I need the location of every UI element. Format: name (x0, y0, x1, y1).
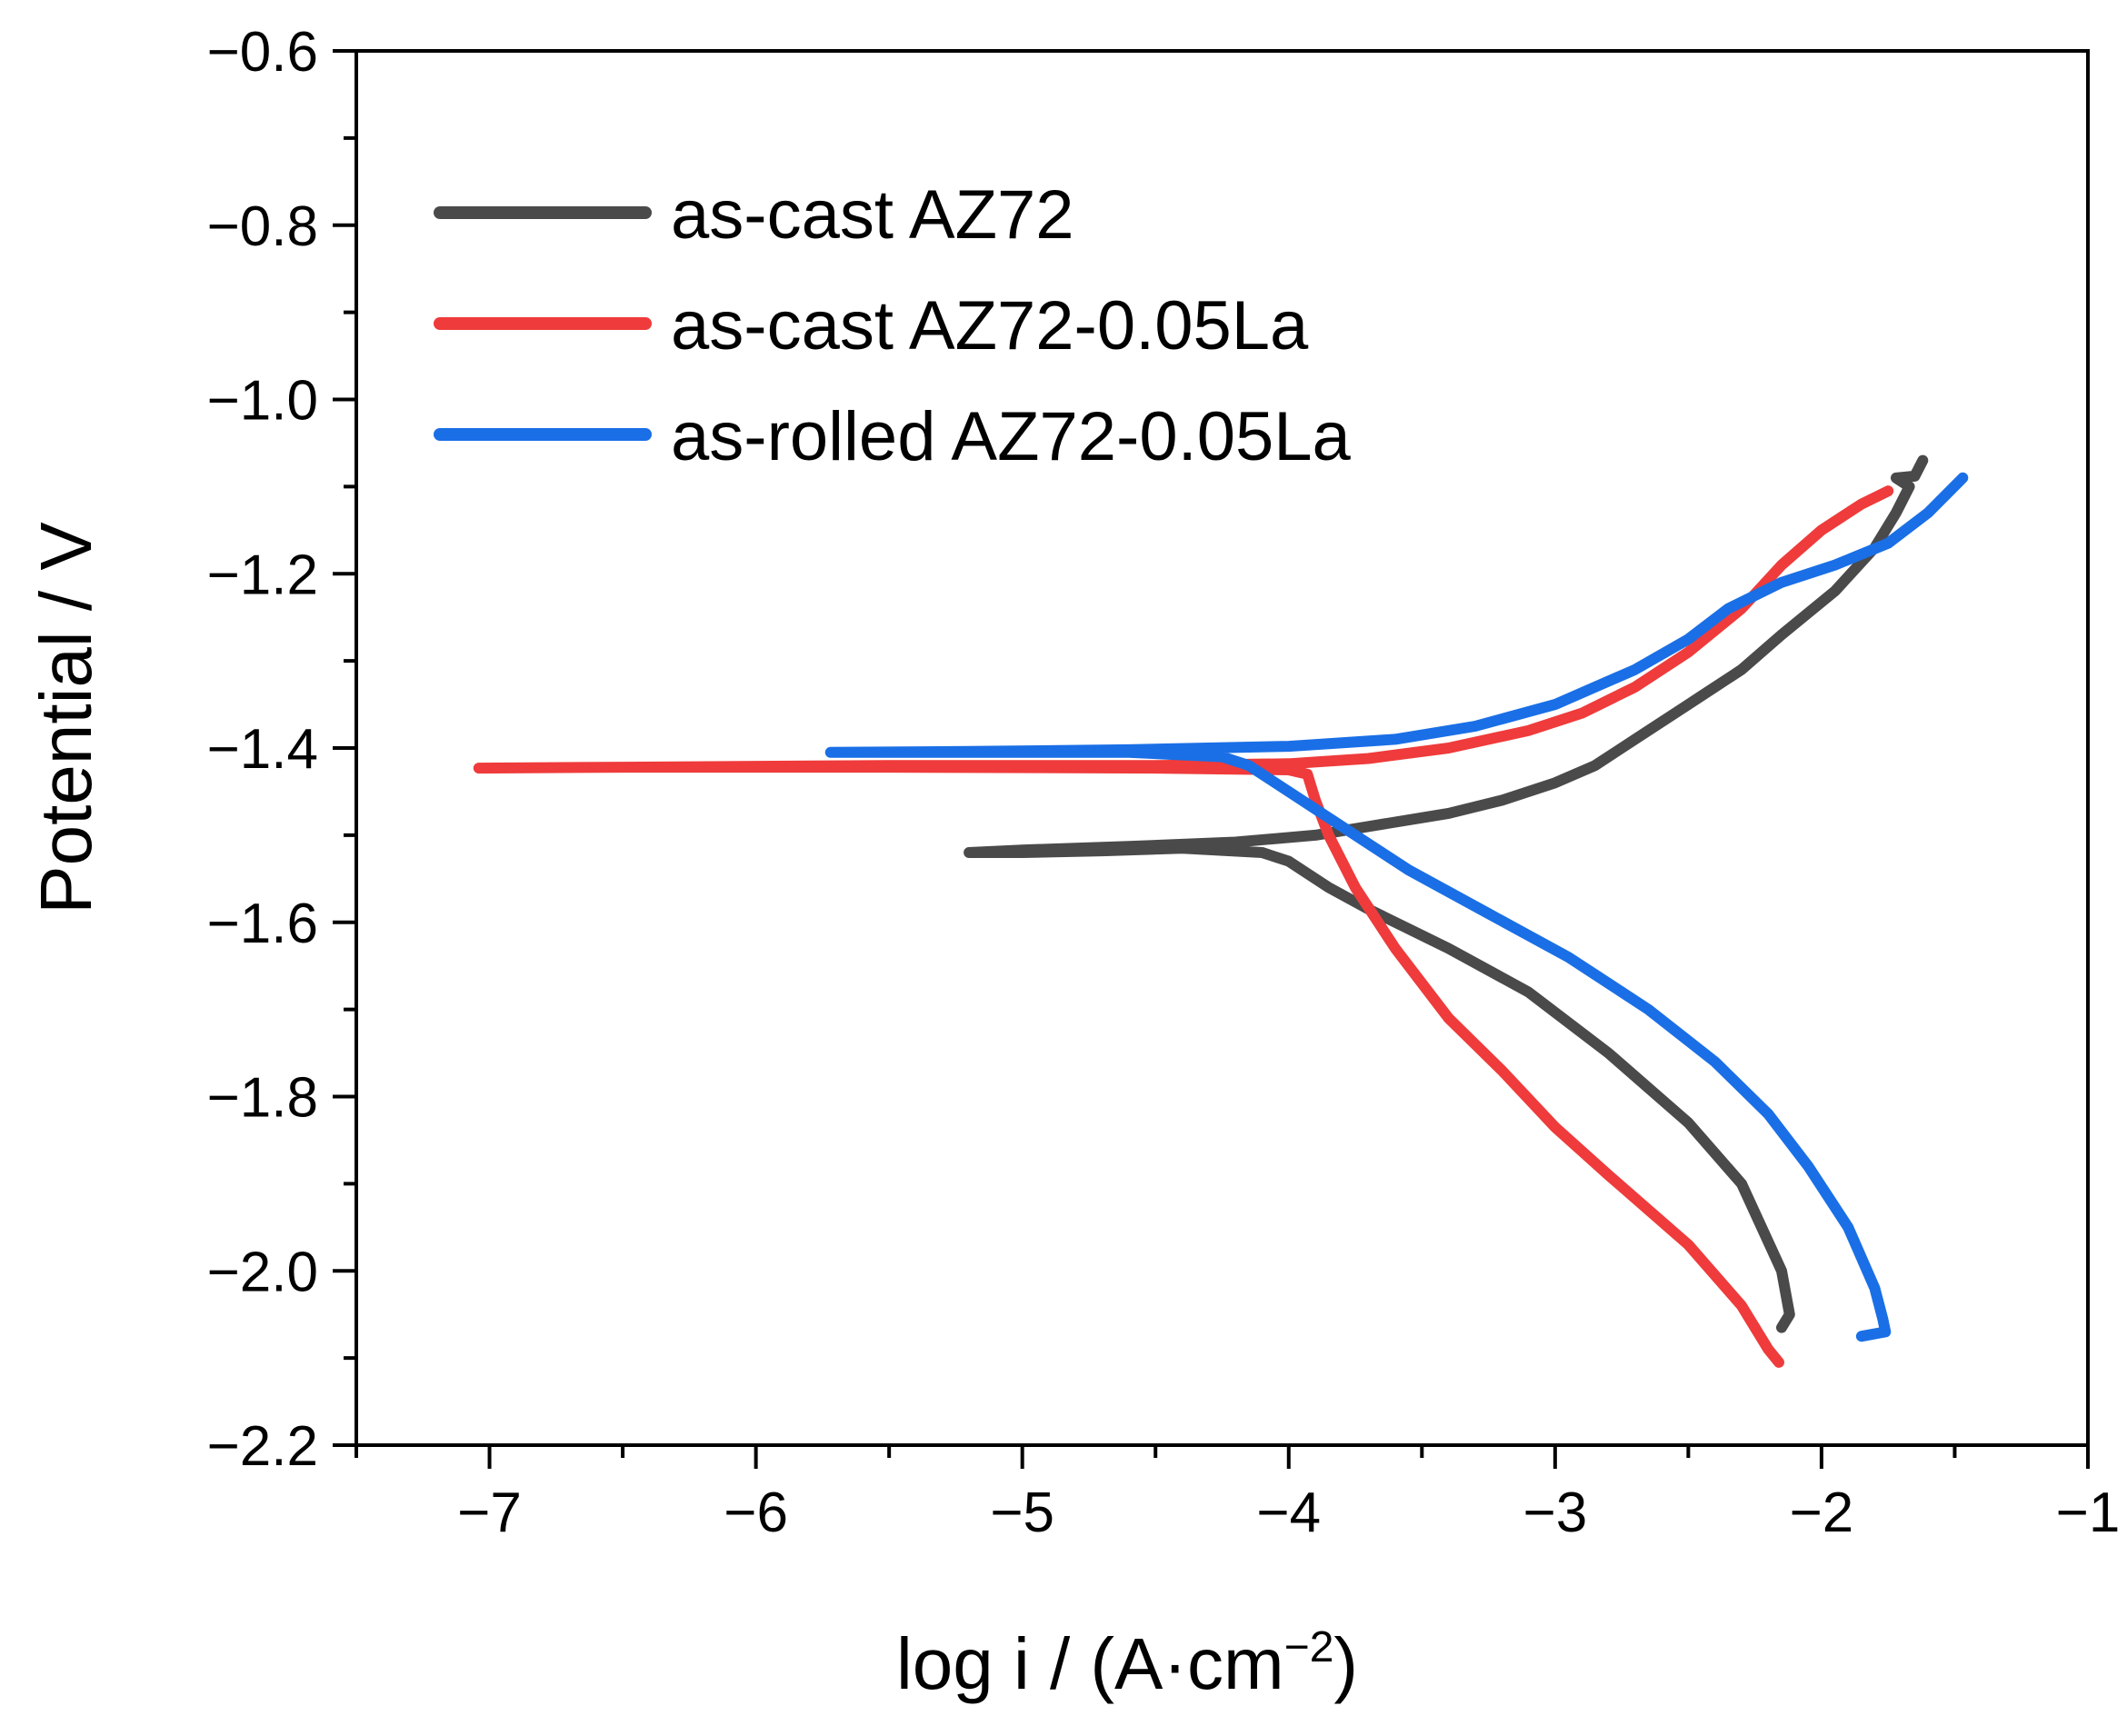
y-tick-label: −1.8 (207, 1067, 318, 1130)
legend-label-3: as-rolled AZ72-0.05La (671, 398, 1352, 475)
x-tick-label: −6 (724, 1482, 788, 1544)
legend: as-cast AZ72 as-cast AZ72-0.05La as-rolled… (434, 176, 1352, 475)
y-tick-label: −1.2 (207, 544, 318, 606)
series-line-3 (824, 472, 1969, 1342)
x-axis-title: log i / (A·cm−2) (896, 1623, 1358, 1704)
series-line-2 (473, 485, 1894, 1368)
y-tick-label: −0.6 (207, 21, 318, 84)
x-tick-label: −2 (1790, 1482, 1854, 1544)
data-series-group (473, 454, 1969, 1368)
x-tick-label: −1 (2056, 1482, 2121, 1544)
legend-label-2: as-cast AZ72-0.05La (671, 287, 1309, 364)
series-line-1 (964, 454, 1929, 1333)
x-axis-ticks: −7 −6 −5 −4 −3 −2 −1 (354, 1445, 2121, 1544)
y-tick-label: −1.0 (207, 370, 318, 433)
x-axis-title-main: log i / (A·cm (896, 1623, 1284, 1704)
x-tick-label: −5 (990, 1482, 1054, 1544)
y-axis-ticks: −0.6 −0.8 −1.0 −1.2 −1.4 −1.6 −1.8 −2.0 −2.2 (207, 21, 356, 1478)
y-tick-label: −1.6 (207, 893, 318, 955)
y-tick-label: −1.4 (207, 718, 318, 781)
x-tick-label: −3 (1523, 1482, 1587, 1544)
y-tick-label: −0.8 (207, 195, 318, 258)
x-axis-title-exponent: −2 (1284, 1623, 1334, 1671)
y-tick-label: −2.0 (207, 1241, 318, 1303)
x-axis-title-close: ) (1333, 1623, 1358, 1704)
legend-label-1: as-cast AZ72 (671, 176, 1074, 254)
x-tick-label: −7 (457, 1482, 522, 1544)
y-axis-title: Potential / V (25, 522, 106, 914)
x-tick-label: −4 (1256, 1482, 1321, 1544)
y-tick-label: −2.2 (207, 1415, 318, 1478)
